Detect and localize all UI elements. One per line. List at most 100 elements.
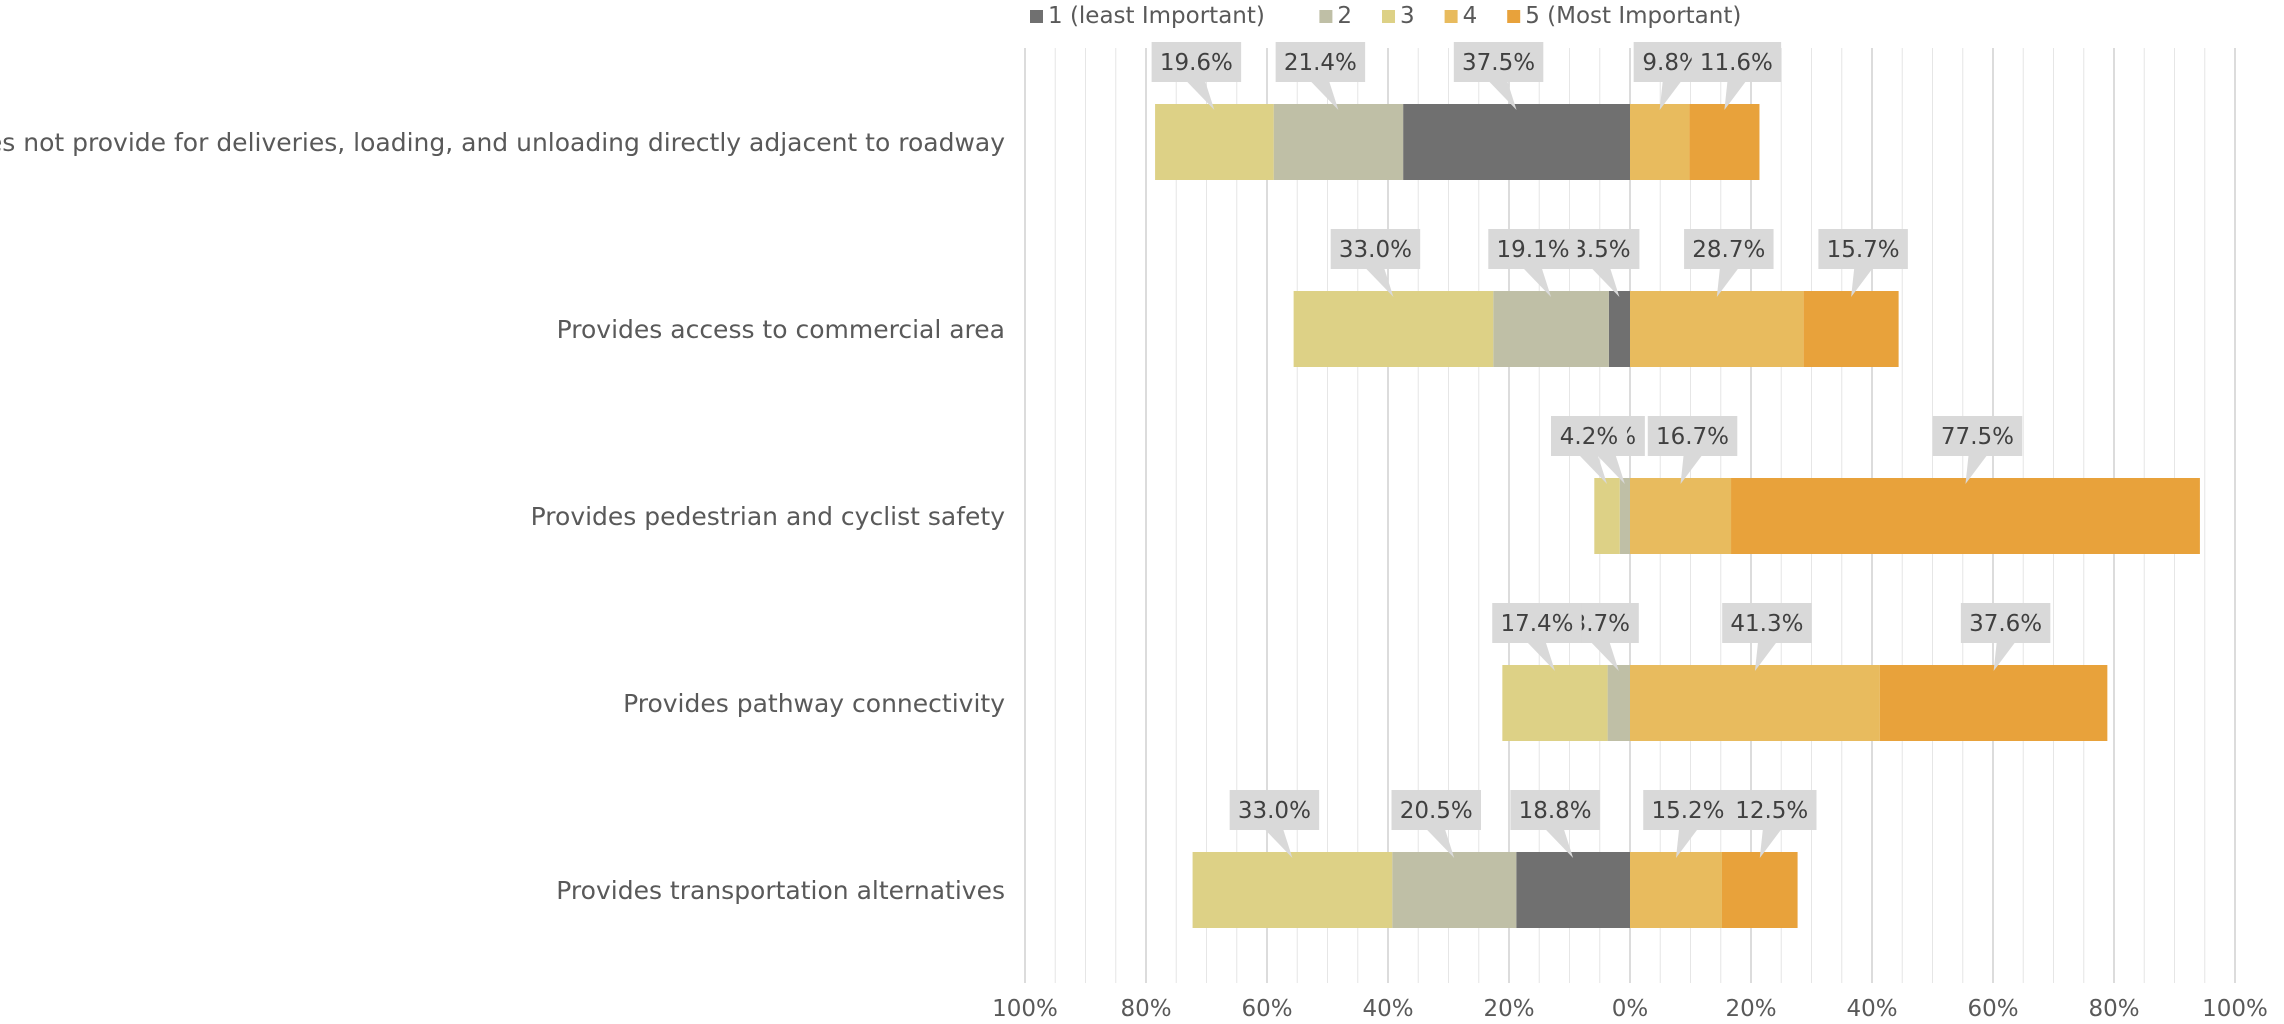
x-tick-label: 100% — [2202, 996, 2268, 1022]
legend-label: 5 (Most Important) — [1525, 3, 1741, 29]
category-labels: Does not provide for deliveries, loading… — [0, 128, 1005, 905]
legend-label: 2 — [1337, 3, 1352, 29]
data-label-pointer — [1591, 643, 1619, 671]
data-label-text: 33.0% — [1339, 237, 1412, 263]
data-label-pointer — [1489, 82, 1517, 110]
data-label-pointer — [1524, 269, 1552, 297]
bar-segment — [1392, 852, 1517, 928]
legend-swatch — [1382, 10, 1395, 23]
data-label-pointer — [1851, 269, 1873, 297]
legend-swatch — [1030, 10, 1043, 23]
data-label-pointer — [1592, 269, 1620, 297]
bar-segment — [1879, 665, 2108, 741]
data-label-callout: 37.5% — [1453, 42, 1544, 110]
data-label-callout: 37.6% — [1960, 603, 2051, 671]
data-label-text: 3.5% — [1572, 237, 1630, 263]
x-tick-label: 60% — [1967, 996, 2018, 1022]
data-label-box — [1492, 603, 1582, 643]
legend-item: 1 (least Important) — [1030, 3, 1265, 29]
data-label-text: 18.8% — [1519, 798, 1592, 824]
data-label-text: 19.6% — [1160, 50, 1233, 76]
data-label-text: 9.8% — [1642, 50, 1700, 76]
bar-segment — [1731, 478, 2200, 554]
legend-item: 3 — [1382, 3, 1415, 29]
legend-swatch — [1444, 10, 1458, 23]
data-label-text: 20.5% — [1400, 798, 1473, 824]
data-label-pointer — [1965, 456, 1987, 484]
bar-segment — [1493, 291, 1609, 367]
x-tick-label: 0% — [1612, 996, 1649, 1022]
data-label-box — [1151, 42, 1242, 82]
data-label-text: 4.2% — [1560, 424, 1618, 450]
legend: 1 (least Important) 2 3 4 5 (Most Important) — [1030, 3, 1741, 29]
data-label-box — [1691, 42, 1782, 82]
bar-segment — [1630, 478, 1732, 554]
bar-segment — [1293, 291, 1494, 367]
data-label-text: 15.7% — [1827, 237, 1900, 263]
category-label: Provides pedestrian and cyclist safety — [531, 502, 1006, 531]
data-label-callout: 19.6% — [1151, 42, 1242, 110]
data-label-box — [1551, 416, 1628, 456]
data-label-box — [1684, 229, 1774, 269]
data-label-callout: 15.2% — [1643, 790, 1733, 858]
bar-segment — [1273, 104, 1404, 180]
data-label-box — [1818, 229, 1908, 269]
bar-segment — [1630, 104, 1690, 180]
category-label: Does not provide for deliveries, loading… — [0, 128, 1005, 157]
data-label-callout: 20.5% — [1391, 790, 1481, 858]
data-label-callout: 17.4% — [1492, 603, 1582, 671]
data-label-pointer — [1754, 643, 1776, 671]
data-label-pointer — [1680, 456, 1702, 484]
x-tick-label: 100% — [992, 996, 1058, 1022]
data-label-box — [1960, 603, 2051, 643]
category-label: Provides access to commercial area — [557, 315, 1005, 344]
data-label-pointer — [1527, 643, 1555, 671]
data-label-callout: 33.0% — [1229, 790, 1320, 858]
data-label-text: 12.5% — [1735, 798, 1808, 824]
data-label-text: 16.7% — [1656, 424, 1729, 450]
x-tick-label: 80% — [1120, 996, 1171, 1022]
data-label-pointer — [1265, 830, 1293, 858]
bar-segment — [1502, 665, 1608, 741]
legend-item: 2 — [1319, 3, 1352, 29]
bar-segment — [1155, 104, 1274, 180]
data-label-text: 21.4% — [1284, 50, 1357, 76]
legend-swatch — [1319, 10, 1333, 23]
data-label-callout: 28.7% — [1684, 229, 1774, 297]
bar-segment — [1630, 665, 1880, 741]
x-tick-label: 80% — [2088, 996, 2139, 1022]
data-label-box — [1647, 416, 1738, 456]
legend-swatch — [1507, 10, 1521, 23]
x-tick-label: 40% — [1362, 996, 1413, 1022]
legend-label: 3 — [1400, 3, 1415, 29]
bar-segment — [1608, 291, 1630, 367]
data-label-pointer — [1659, 82, 1681, 110]
data-label-callout: 41.3% — [1722, 603, 1812, 671]
data-label-pointer — [1546, 830, 1574, 858]
bar-segment — [1803, 291, 1899, 367]
data-label-pointer — [1724, 82, 1746, 110]
bar-segment — [1594, 478, 1620, 554]
data-label-text: 15.2% — [1651, 798, 1724, 824]
data-label-box — [1391, 790, 1481, 830]
category-label: Provides transportation alternatives — [556, 876, 1005, 905]
legend-item: 4 — [1444, 3, 1477, 29]
bar-segment — [1516, 852, 1630, 928]
data-label-text: 41.3% — [1730, 611, 1803, 637]
bar-segment — [1689, 104, 1760, 180]
data-label-text: 28.7% — [1692, 237, 1765, 263]
data-label-callout: 11.6% — [1691, 42, 1782, 110]
bar-segment — [1721, 852, 1798, 928]
data-label-pointer — [1597, 456, 1625, 484]
data-label-pointer — [1427, 830, 1455, 858]
data-label-box — [1510, 790, 1600, 830]
bar-segment — [1630, 852, 1722, 928]
x-tick-label: 20% — [1725, 996, 1776, 1022]
data-label-box — [1932, 416, 2023, 456]
data-label-box — [1488, 229, 1578, 269]
data-label-text: 37.5% — [1462, 50, 1535, 76]
data-label-callout: 15.7% — [1818, 229, 1908, 297]
data-label-callout: 77.5% — [1932, 416, 2023, 484]
data-label-callout: 16.7% — [1647, 416, 1738, 484]
legend-item: 5 (Most Important) — [1507, 3, 1741, 29]
